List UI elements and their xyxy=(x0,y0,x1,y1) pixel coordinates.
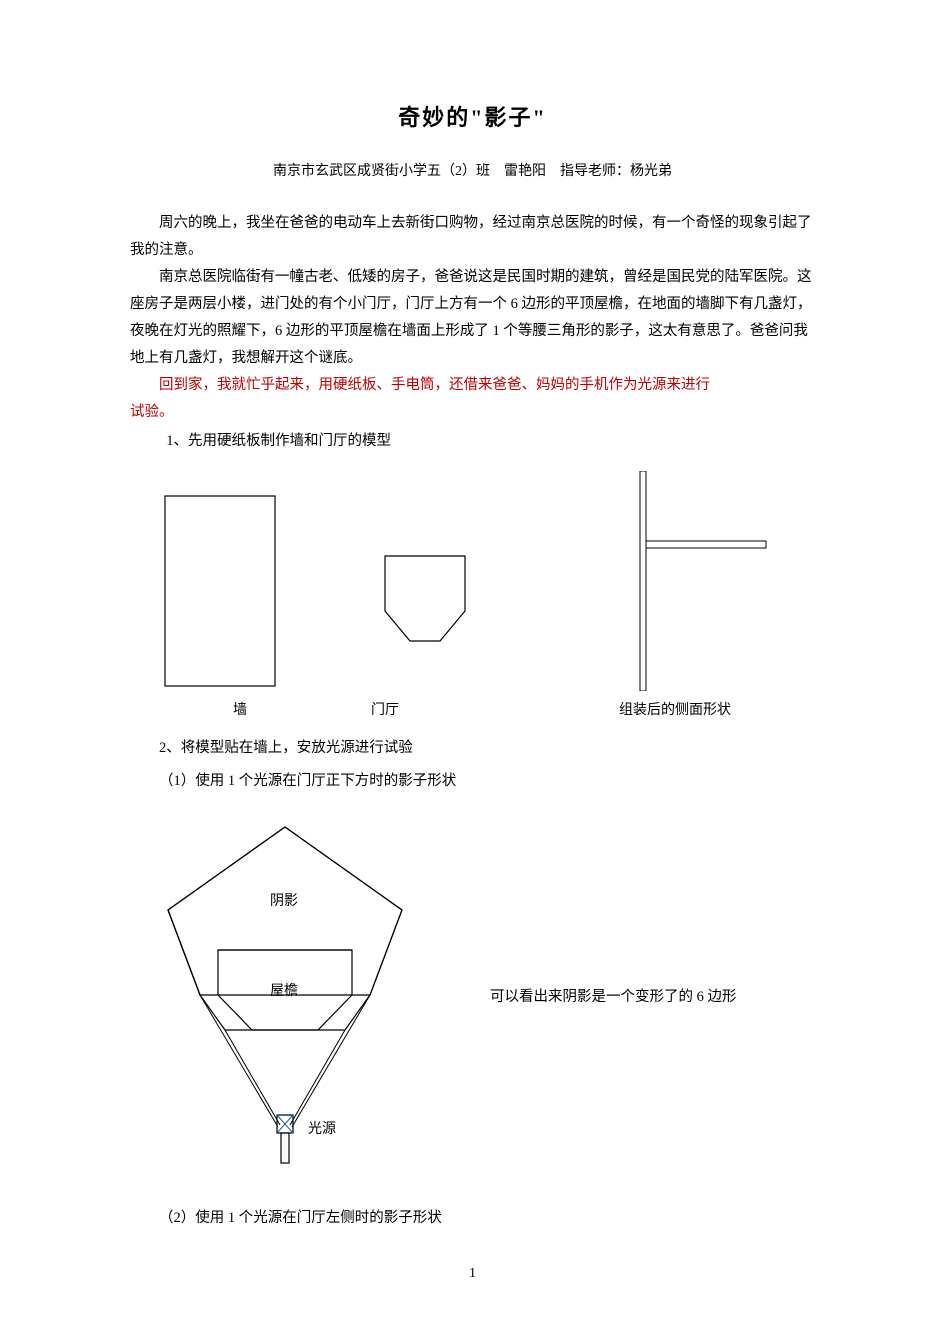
eave-text: 屋檐 xyxy=(270,983,298,999)
page-number: 1 xyxy=(0,1266,945,1282)
light-text: 光源 xyxy=(308,1121,336,1137)
highlight-text-2: 试验。 xyxy=(130,404,174,420)
page-title: 奇妙的"影子" xyxy=(130,100,815,132)
paragraph-3b: 试验。 xyxy=(130,399,815,426)
figure-2: 阴影 屋檐 光源 可以看出来阴影是一个变形了的 6 边形 xyxy=(140,815,815,1175)
figure-1-labels: 墙 门厅 组装后的侧面形状 xyxy=(160,699,800,719)
wall-figure xyxy=(160,491,280,691)
paragraph-3a: 回到家，我就忙乎起来，用硬纸板、手电筒，还借来爸爸、妈妈的手机作为光源来进行 xyxy=(130,372,815,399)
paragraph-1: 周六的晚上，我坐在爸爸的电动车上去新街口购物，经过南京总医院的时候，有一个奇怪的… xyxy=(130,210,815,264)
figure-row-1 xyxy=(160,471,780,691)
step-2-2-label: （2）使用 1 个光源在门厅左侧时的影子形状 xyxy=(159,1205,815,1232)
shadow-diagram: 阴影 屋檐 光源 xyxy=(140,815,430,1175)
step-2-label: 2、将模型贴在墙上，安放光源进行试验 xyxy=(159,735,815,762)
step-1-label: 1、先用硬纸板制作墙和门厅的模型 xyxy=(166,428,815,455)
highlight-text: 回到家，我就忙乎起来，用硬纸板、手电筒，还借来爸爸、妈妈的手机作为光源来进行 xyxy=(159,377,710,393)
side-view-figure xyxy=(580,471,780,691)
door-figure xyxy=(370,536,480,666)
door-label: 门厅 xyxy=(320,699,450,719)
figure-2-caption: 可以看出来阴影是一个变形了的 6 边形 xyxy=(490,985,737,1006)
wall-label: 墙 xyxy=(160,699,320,719)
paragraph-2: 南京总医院临街有一幢古老、低矮的房子，爸爸说这是民国时期的建筑，曾经是国民党的陆… xyxy=(130,264,815,372)
step-2-1-label: （1）使用 1 个光源在门厅正下方时的影子形状 xyxy=(159,768,815,795)
side-label: 组装后的侧面形状 xyxy=(550,699,800,719)
byline: 南京市玄武区成贤街小学五（2）班 雷艳阳 指导老师：杨光弟 xyxy=(130,160,815,180)
shadow-text: 阴影 xyxy=(270,893,298,909)
